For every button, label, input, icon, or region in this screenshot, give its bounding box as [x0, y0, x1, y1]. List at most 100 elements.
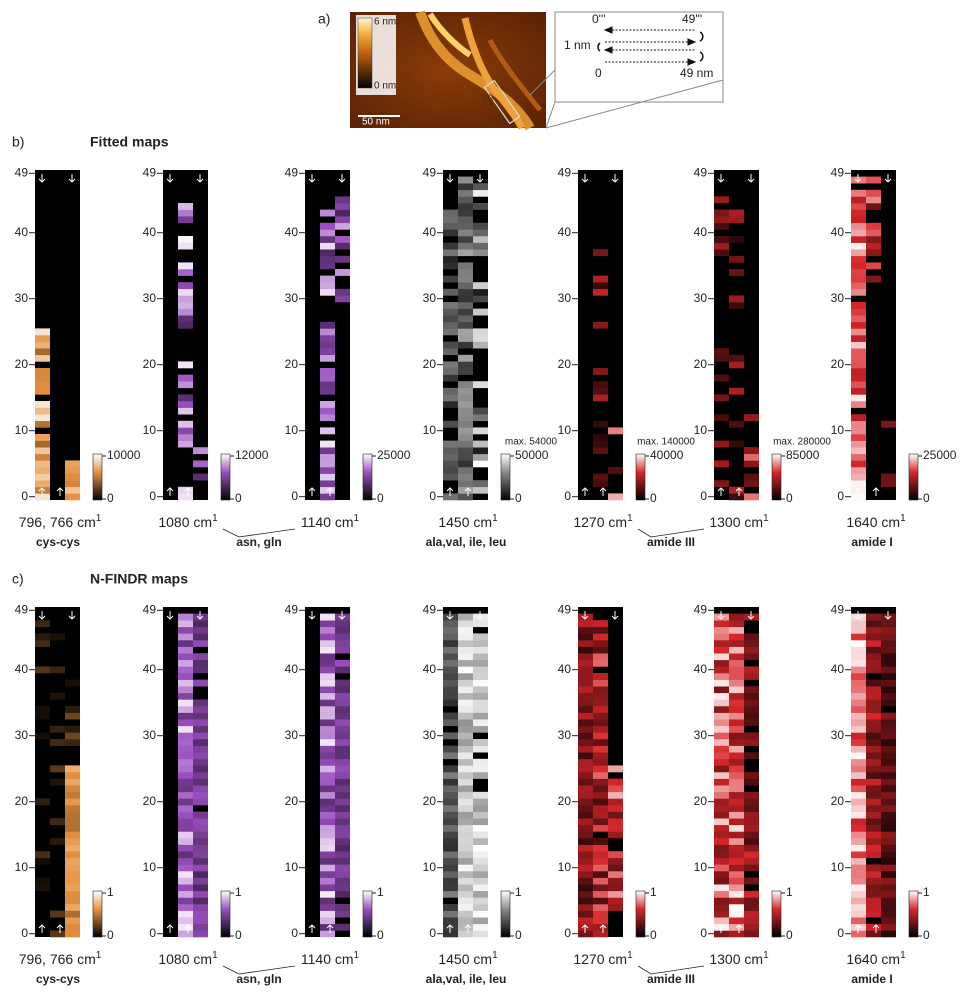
heatmap-cell	[729, 653, 744, 660]
heatmap-cell	[851, 719, 866, 726]
heatmap-cell	[866, 765, 881, 772]
heatmap-cell	[714, 249, 729, 256]
heatmap-cell	[458, 706, 473, 713]
heatmap-cell	[335, 660, 350, 667]
wavenumber-exponent: 1	[627, 513, 633, 524]
heatmap-cell	[729, 361, 744, 368]
heatmap-cell	[443, 460, 458, 467]
heatmap-cell	[851, 342, 866, 349]
heatmap-cell	[714, 480, 729, 487]
heatmap-cell	[714, 375, 729, 382]
heatmap-cell	[593, 739, 608, 746]
heatmap-cell	[320, 825, 335, 832]
heatmap-cell	[851, 686, 866, 693]
heatmap-cell	[193, 897, 208, 904]
wavenumber-exponent: 1	[763, 950, 769, 961]
group-label: amide I	[851, 972, 892, 986]
y-tick-label: 40	[423, 662, 437, 676]
heatmap-cell	[744, 772, 759, 779]
panel-title: N-FINDR maps	[90, 571, 188, 587]
heatmap-cell	[714, 792, 729, 799]
heatmap-cell	[851, 302, 866, 309]
colorbar-label: 10000	[107, 448, 141, 462]
heatmap-cell	[320, 322, 335, 329]
heatmap-cell	[578, 785, 593, 792]
heatmap-cell	[473, 746, 488, 753]
y-tick-label: 40	[15, 225, 29, 239]
heatmap-cell	[714, 653, 729, 660]
wavenumber-label: 1640 cm1	[846, 513, 906, 530]
heatmap-cell	[178, 203, 193, 210]
heatmap-cell	[881, 878, 896, 885]
heatmap-cell	[320, 785, 335, 792]
heatmap-cell	[593, 660, 608, 667]
colorbar-label: 1	[786, 885, 793, 899]
heatmap-cell	[593, 441, 608, 448]
heatmap-cell	[851, 891, 866, 898]
y-tick-label: 0	[700, 489, 707, 503]
heatmap-cell	[458, 693, 473, 700]
heatmap-cell	[851, 699, 866, 706]
colorbar	[501, 891, 510, 937]
wavenumber-text: 1450 cm	[438, 951, 492, 967]
heatmap-cell	[458, 759, 473, 766]
heatmap-cell	[335, 196, 350, 203]
heatmap-cell	[578, 633, 593, 640]
heatmap-cell	[473, 229, 488, 236]
y-tick-label: 20	[15, 794, 29, 808]
heatmap-cell	[851, 739, 866, 746]
heatmap-cell	[35, 342, 50, 349]
heatmap-cell	[866, 686, 881, 693]
y-tick-label: 40	[558, 662, 572, 676]
heatmap-cell	[50, 739, 65, 746]
heatmap	[578, 607, 623, 937]
y-tick-label: 40	[558, 225, 572, 239]
y-tick-label: 0	[149, 926, 156, 940]
heatmap-cell	[320, 911, 335, 918]
heatmap-cell	[473, 805, 488, 812]
colorbar-label: 25000	[923, 448, 957, 462]
heatmap-cell	[335, 680, 350, 687]
colorbar-label: 0	[235, 928, 242, 942]
heatmap-cell	[593, 746, 608, 753]
heatmap-cell	[851, 361, 866, 368]
heatmap-cell	[851, 289, 866, 296]
heatmap-cell	[473, 223, 488, 230]
heatmap-cell	[578, 706, 593, 713]
heatmap-cell	[443, 627, 458, 634]
heatmap-cell	[458, 210, 473, 217]
heatmap-cell	[744, 864, 759, 871]
heatmap-cell	[744, 851, 759, 858]
colorbar-label: 50000	[515, 448, 549, 462]
heatmap-cell	[714, 660, 729, 667]
y-tick-label: 30	[558, 291, 572, 305]
wavenumber-exponent: 1	[900, 950, 906, 961]
y-tick-label: 20	[143, 794, 157, 808]
y-tick-label: 49	[423, 602, 437, 616]
colorbar	[221, 891, 230, 937]
colorbar-label: 40000	[650, 448, 684, 462]
heatmap-cell	[881, 653, 896, 660]
heatmap-cell	[851, 335, 866, 342]
colorbar-label: 85000	[786, 448, 820, 462]
heatmap-cell	[714, 779, 729, 786]
wavenumber-exponent: 1	[627, 950, 633, 961]
heatmap-cell	[320, 831, 335, 838]
heatmap-cell	[744, 480, 759, 487]
heatmap-cell	[320, 739, 335, 746]
wavenumber-text: 1080 cm	[158, 514, 212, 530]
heatmap-cell	[608, 805, 623, 812]
heatmap-cell	[35, 474, 50, 481]
y-tick-label: 40	[143, 225, 157, 239]
heatmap-cell	[578, 666, 593, 673]
heatmap-cell	[578, 620, 593, 627]
heatmap-cell	[866, 236, 881, 243]
heatmap-cell	[593, 930, 608, 937]
heatmap-cell	[335, 831, 350, 838]
heatmap-cell	[593, 421, 608, 428]
heatmap-cell	[458, 282, 473, 289]
heatmap-cell	[320, 381, 335, 388]
heatmap-cell	[578, 845, 593, 852]
heatmap-cell	[458, 196, 473, 203]
y-tick-label: 20	[15, 357, 29, 371]
